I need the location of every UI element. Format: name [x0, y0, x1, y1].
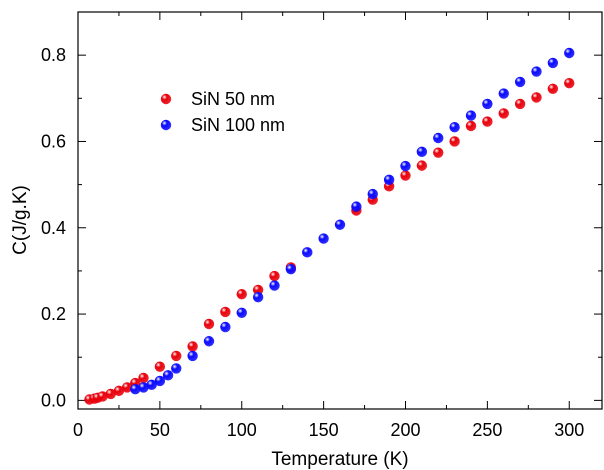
y-tick-label: 0.0: [41, 390, 66, 410]
data-point: [171, 350, 182, 362]
data-point: [334, 219, 346, 230]
data-point: [498, 88, 509, 99]
data-point: [449, 136, 460, 147]
data-point: [138, 382, 149, 393]
plot-frame: [77, 11, 603, 410]
y-tick-label: 0.8: [41, 45, 66, 65]
data-point: [465, 120, 477, 132]
data-point: [400, 170, 411, 181]
data-point: [171, 363, 182, 374]
data-point: [121, 382, 133, 393]
data-point: [285, 263, 297, 275]
data-point: [203, 318, 215, 330]
legend-label-sin-50nm: SiN 50 nm: [191, 89, 275, 109]
data-point: [531, 66, 542, 77]
data-point: [449, 122, 460, 133]
legend-marker-sin-100nm: [160, 119, 172, 131]
x-tick-label: 0: [73, 420, 83, 440]
data-point: [236, 307, 247, 318]
series-0: [84, 78, 575, 405]
data-point: [416, 146, 428, 158]
x-tick-label: 50: [150, 420, 170, 440]
data-point: [130, 383, 141, 395]
data-point: [400, 160, 411, 172]
data-point: [433, 147, 444, 158]
data-point: [367, 188, 378, 200]
data-point: [531, 92, 542, 103]
y-tick-label: 0.4: [41, 218, 66, 238]
data-point: [482, 98, 493, 110]
y-tick-label: 0.6: [41, 131, 66, 151]
data-point: [220, 306, 231, 318]
data-point: [236, 289, 247, 300]
x-axis-title: Temperature (K): [271, 449, 408, 470]
x-tick-label: 300: [554, 420, 584, 440]
x-tick-label: 200: [390, 420, 420, 440]
y-axis-title: C(J/g.K): [10, 185, 31, 255]
data-point: [154, 375, 166, 387]
data-point: [146, 379, 157, 391]
data-point: [138, 372, 149, 384]
data-point: [252, 292, 264, 303]
data-point: [482, 116, 493, 127]
data-point: [547, 83, 559, 95]
data-points: [84, 47, 575, 405]
data-point: [269, 270, 280, 282]
data-point: [351, 201, 362, 212]
y-tick-label: 0.2: [41, 304, 66, 324]
x-tick-label: 250: [472, 420, 502, 440]
data-point: [547, 57, 559, 69]
data-point: [154, 361, 166, 372]
data-point: [252, 284, 264, 296]
data-point: [514, 76, 526, 88]
series-1: [130, 47, 575, 395]
legend-label-sin-100nm: SiN 100 nm: [191, 115, 285, 135]
data-point: [203, 336, 215, 347]
data-point: [113, 385, 125, 397]
tick-labels: 0 50 100 150 200 250 300 0.0 0.2 0.4 0.6 0.8: [41, 45, 584, 440]
data-point: [105, 388, 116, 400]
data-point: [187, 350, 198, 362]
legend: SiN 50 nm SiN 100 nm: [160, 89, 285, 135]
data-point: [318, 233, 329, 244]
axis-ticks: [77, 12, 602, 409]
x-tick-label: 150: [309, 420, 339, 440]
data-point: [564, 78, 575, 89]
data-point: [187, 341, 198, 352]
legend-marker-sin-50nm: [160, 93, 172, 105]
data-point: [269, 280, 280, 291]
data-point: [220, 321, 231, 333]
data-point: [564, 47, 575, 59]
data-point: [383, 174, 395, 186]
data-point: [433, 132, 444, 144]
data-point: [498, 108, 509, 119]
data-point: [302, 247, 313, 258]
data-point: [465, 110, 477, 121]
data-point: [514, 98, 526, 110]
x-tick-label: 100: [227, 420, 257, 440]
data-point: [97, 391, 108, 402]
data-point: [162, 370, 174, 381]
data-point: [416, 160, 428, 171]
